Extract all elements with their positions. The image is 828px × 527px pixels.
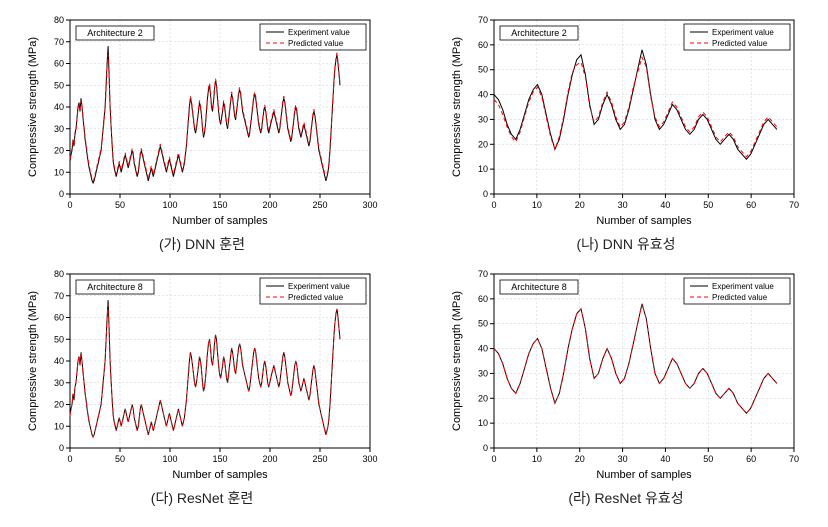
svg-text:Experiment value: Experiment value xyxy=(712,282,774,291)
svg-text:0: 0 xyxy=(67,200,72,210)
svg-text:40: 40 xyxy=(478,90,488,100)
svg-text:Experiment value: Experiment value xyxy=(712,28,774,37)
svg-text:10: 10 xyxy=(54,421,64,431)
svg-text:20: 20 xyxy=(54,146,64,156)
svg-text:50: 50 xyxy=(478,65,488,75)
svg-text:0: 0 xyxy=(491,200,496,210)
caption-c: (다) ResNet 훈련 xyxy=(151,488,253,508)
svg-text:50: 50 xyxy=(703,454,713,464)
svg-text:30: 30 xyxy=(478,114,488,124)
chart-d: 0 10 20 30 40 50 60 70 0 10 20 30 40 50 60 70 Number of … xyxy=(446,264,806,484)
svg-text:60: 60 xyxy=(478,40,488,50)
svg-text:150: 150 xyxy=(212,200,227,210)
svg-text:40: 40 xyxy=(478,344,488,354)
svg-text:10: 10 xyxy=(478,164,488,174)
chart-b: 0 10 20 30 40 50 60 70 0 10 20 30 40 50 60 70 Number of … xyxy=(446,10,806,230)
svg-text:20: 20 xyxy=(575,200,585,210)
svg-text:80: 80 xyxy=(54,269,64,279)
svg-text:20: 20 xyxy=(575,454,585,464)
svg-text:Architecture 8: Architecture 8 xyxy=(87,282,143,292)
svg-text:50: 50 xyxy=(703,200,713,210)
svg-text:40: 40 xyxy=(660,200,670,210)
svg-text:300: 300 xyxy=(362,454,377,464)
svg-text:30: 30 xyxy=(618,454,628,464)
svg-text:300: 300 xyxy=(362,200,377,210)
svg-text:Experiment value: Experiment value xyxy=(288,28,350,37)
svg-text:Predicted value: Predicted value xyxy=(712,293,768,302)
svg-text:Number of samples: Number of samples xyxy=(596,215,692,227)
caption-d: (라) ResNet 유효성 xyxy=(568,488,683,508)
svg-text:30: 30 xyxy=(54,124,64,134)
svg-text:100: 100 xyxy=(162,454,177,464)
svg-text:Compressive strength (MPa): Compressive strength (MPa) xyxy=(451,37,463,177)
svg-text:200: 200 xyxy=(262,454,277,464)
svg-text:0: 0 xyxy=(59,443,64,453)
svg-text:20: 20 xyxy=(478,393,488,403)
svg-text:10: 10 xyxy=(532,454,542,464)
svg-text:50: 50 xyxy=(478,319,488,329)
caption-a: (가) DNN 훈련 xyxy=(159,234,245,254)
svg-text:20: 20 xyxy=(478,139,488,149)
svg-text:50: 50 xyxy=(115,454,125,464)
svg-text:250: 250 xyxy=(312,454,327,464)
svg-text:40: 40 xyxy=(660,454,670,464)
svg-text:Number of samples: Number of samples xyxy=(172,469,268,481)
svg-text:10: 10 xyxy=(478,418,488,428)
svg-text:Number of samples: Number of samples xyxy=(596,469,692,481)
svg-text:70: 70 xyxy=(789,200,799,210)
svg-text:30: 30 xyxy=(54,378,64,388)
svg-text:60: 60 xyxy=(478,294,488,304)
svg-text:10: 10 xyxy=(532,200,542,210)
svg-text:70: 70 xyxy=(54,291,64,301)
caption-b: (나) DNN 유효성 xyxy=(577,234,676,254)
svg-text:70: 70 xyxy=(789,454,799,464)
svg-text:70: 70 xyxy=(478,269,488,279)
panel-c: 0 10 20 30 40 50 60 70 80 0 50 100 150 200 250 300 Numbe… xyxy=(10,264,394,508)
svg-text:Experiment value: Experiment value xyxy=(288,282,350,291)
svg-text:150: 150 xyxy=(212,454,227,464)
svg-text:0: 0 xyxy=(59,189,64,199)
chart-grid: 01020304050607080050100150200250300Numbe… xyxy=(10,10,818,508)
svg-text:60: 60 xyxy=(746,200,756,210)
panel-d: 0 10 20 30 40 50 60 70 0 10 20 30 40 50 60 70 Number of … xyxy=(434,264,818,508)
svg-text:Compressive strength (MPa): Compressive strength (MPa) xyxy=(27,37,39,177)
panel-a: 0 10 20 30 40 50 60 70 80 0 50 100 150 200 250 300 Numbe… xyxy=(10,10,394,254)
svg-text:40: 40 xyxy=(54,356,64,366)
svg-text:80: 80 xyxy=(54,15,64,25)
svg-text:30: 30 xyxy=(618,200,628,210)
chart-c: 0 10 20 30 40 50 60 70 80 0 50 100 150 200 250 300 Numbe… xyxy=(22,264,382,484)
svg-text:70: 70 xyxy=(478,15,488,25)
svg-text:100: 100 xyxy=(162,200,177,210)
svg-text:200: 200 xyxy=(262,200,277,210)
svg-text:50: 50 xyxy=(54,334,64,344)
svg-text:10: 10 xyxy=(54,167,64,177)
svg-text:Number of samples: Number of samples xyxy=(172,215,268,227)
svg-text:0: 0 xyxy=(483,443,488,453)
panel-b: 0 10 20 30 40 50 60 70 0 10 20 30 40 50 60 70 Number of … xyxy=(434,10,818,254)
svg-text:Compressive strength (MPa): Compressive strength (MPa) xyxy=(451,291,463,431)
svg-text:250: 250 xyxy=(312,200,327,210)
svg-text:60: 60 xyxy=(54,59,64,69)
svg-text:0: 0 xyxy=(67,454,72,464)
svg-text:40: 40 xyxy=(54,102,64,112)
svg-text:Predicted value: Predicted value xyxy=(288,39,344,48)
svg-text:Architecture 8: Architecture 8 xyxy=(511,282,567,292)
svg-text:0: 0 xyxy=(483,189,488,199)
svg-text:70: 70 xyxy=(54,37,64,47)
chart-a: 0 10 20 30 40 50 60 70 80 0 50 100 150 200 250 300 Numbe… xyxy=(22,10,382,230)
svg-text:Compressive strength (MPa): Compressive strength (MPa) xyxy=(27,291,39,431)
svg-text:20: 20 xyxy=(54,400,64,410)
svg-text:50: 50 xyxy=(115,200,125,210)
svg-text:60: 60 xyxy=(54,313,64,323)
svg-text:30: 30 xyxy=(478,368,488,378)
svg-text:Predicted value: Predicted value xyxy=(712,39,768,48)
svg-text:0: 0 xyxy=(491,454,496,464)
svg-text:50: 50 xyxy=(54,80,64,90)
svg-text:60: 60 xyxy=(746,454,756,464)
svg-text:Predicted value: Predicted value xyxy=(288,293,344,302)
svg-text:Architecture 2: Architecture 2 xyxy=(87,28,143,38)
svg-text:Architecture 2: Architecture 2 xyxy=(511,28,567,38)
